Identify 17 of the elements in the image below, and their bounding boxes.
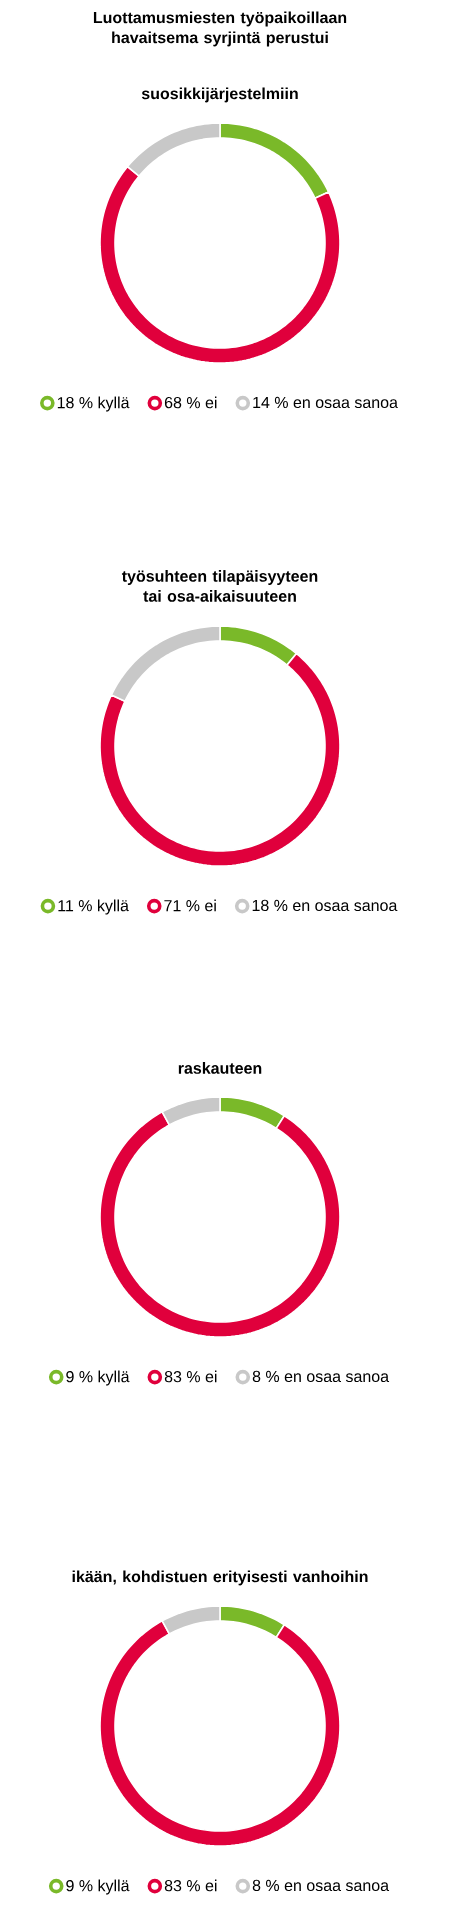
legend-label: 9 % kyllä: [66, 1370, 130, 1386]
legend-label: 11 % kyllä: [58, 899, 129, 915]
legend-label: 9 % kyllä: [66, 1879, 130, 1895]
legend-label: 83 % ei: [164, 1370, 217, 1383]
legend-label: 18 % en osaa sanoa: [252, 899, 398, 912]
legend-label: 14 % en osaa sanoa: [253, 396, 398, 409]
chart-subtitle: suosikkijärjestelmiin: [141, 87, 298, 103]
chart-title: Luottamusmiesten työpaikoillaan havaitsema syrjintä perustui: [93, 11, 347, 47]
legend-label: 8 % en osaa sanoa: [252, 1370, 390, 1383]
chart-title: raskauteen: [178, 1062, 262, 1074]
legend-label: 68 % ei: [164, 396, 217, 409]
legend-label: 83 % ei: [164, 1879, 217, 1892]
legend-label: 18 % kyllä: [57, 396, 130, 412]
chart-title: ikään, kohdistuen erityisesti vanhoihin: [72, 1570, 368, 1586]
chart-title: työsuhteen tilapäisyyteen tai osa-aikaisuuteen: [121, 570, 318, 602]
legend-label: 8 % en osaa sanoa: [252, 1879, 390, 1892]
legend-label: 71 % ei: [164, 899, 216, 912]
